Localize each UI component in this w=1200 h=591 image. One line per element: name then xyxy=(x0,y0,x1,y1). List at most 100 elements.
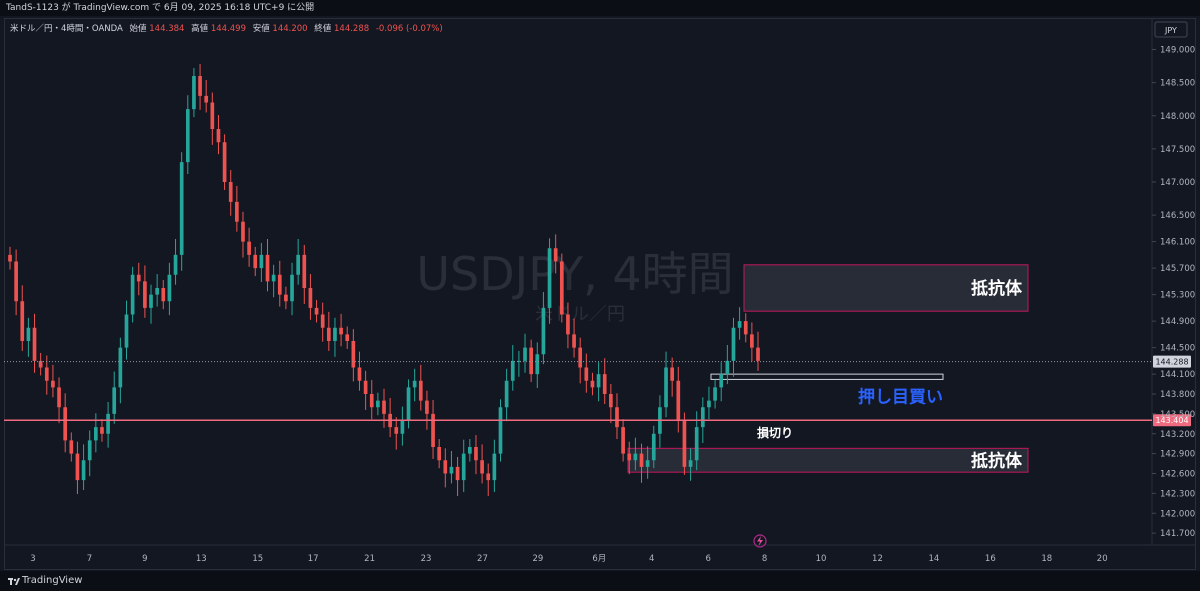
candle-body xyxy=(192,76,196,110)
time-tick-label: 14 xyxy=(928,554,939,564)
entry-zone-label: 押し目買い xyxy=(858,386,943,407)
candle-body xyxy=(265,254,270,282)
time-tick-label: 13 xyxy=(196,554,207,564)
legend-high-label: 高値 xyxy=(191,23,209,34)
chart-frame[interactable] xyxy=(4,18,1196,570)
candle-body xyxy=(32,327,37,361)
tradingview-brand: TradingView xyxy=(22,575,83,586)
candle-body xyxy=(369,394,374,408)
time-tick-label: 17 xyxy=(308,554,319,564)
candle-body xyxy=(326,327,331,341)
candle-body xyxy=(731,327,736,361)
time-tick-label: 29 xyxy=(532,554,543,564)
candle-body xyxy=(547,248,552,308)
candle-body xyxy=(143,281,147,308)
price-tick-label: 149.000 xyxy=(1160,46,1195,56)
time-tick-label: 4 xyxy=(649,554,654,564)
candle-body xyxy=(69,440,74,454)
candle-body xyxy=(106,413,110,434)
price-tick-label: 148.000 xyxy=(1160,112,1195,122)
resistance-zone-upper[interactable] xyxy=(743,264,1029,312)
currency-badge-label: JPY xyxy=(1164,26,1177,35)
candle-body xyxy=(308,288,313,308)
time-axis[interactable]: 3 7 9 13 15 17 21 23 27 29 6月 4 6 8 10 12 14 16 18 20 xyxy=(30,554,1107,564)
entry-zone[interactable] xyxy=(710,373,944,380)
candle-body xyxy=(443,460,448,474)
candle-body xyxy=(339,327,343,335)
candle-body xyxy=(351,341,356,368)
last-price-badge-label: 144.288 xyxy=(1155,358,1188,367)
candle-body xyxy=(345,334,350,341)
candle-body xyxy=(57,387,61,408)
price-tick-label: 146.100 xyxy=(1160,238,1195,248)
time-tick-label: 21 xyxy=(364,554,375,564)
candle-body xyxy=(235,201,239,222)
candle-body xyxy=(498,407,503,454)
candle-body xyxy=(314,307,319,315)
candle-body xyxy=(155,288,159,295)
stop-loss-label: 損切り xyxy=(757,425,793,440)
candle-body xyxy=(559,261,564,315)
candle-body xyxy=(87,440,92,461)
candle-body xyxy=(357,367,362,381)
time-tick-label: 7 xyxy=(87,554,92,564)
candle-body xyxy=(615,407,619,428)
candle-body xyxy=(406,387,411,421)
candle-body xyxy=(112,387,117,414)
candle-body xyxy=(253,254,258,269)
price-tick-label: 142.900 xyxy=(1160,450,1195,460)
publisher-line: TandS-1123 が TradingView.com で 6月 09, 20… xyxy=(6,3,315,13)
price-axis[interactable]: 149.000 148.500 148.000 147.500 147.000 146.5… xyxy=(1152,46,1195,540)
candle-body xyxy=(719,374,724,388)
time-tick-label: 12 xyxy=(872,554,883,564)
candle-body xyxy=(707,400,711,408)
candle-body xyxy=(173,254,178,275)
candle-body xyxy=(517,360,521,362)
candle-body xyxy=(572,334,576,348)
candle-body xyxy=(750,334,754,348)
candle-body xyxy=(609,394,613,408)
candle-body xyxy=(566,314,570,335)
resistance-zone-lower[interactable] xyxy=(627,447,1029,473)
candle-body xyxy=(394,427,399,434)
price-levels: 144.288 143.404 損切り xyxy=(4,355,1191,440)
event-lightning-icon[interactable] xyxy=(753,534,767,548)
candle-body xyxy=(486,473,491,481)
candle-body xyxy=(259,254,264,269)
price-tick-label: 142.300 xyxy=(1160,489,1195,499)
price-tick-label: 143.800 xyxy=(1160,390,1195,400)
currency-badge[interactable]: JPY xyxy=(1154,21,1188,38)
time-tick-label: 20 xyxy=(1097,554,1108,564)
candle-body xyxy=(130,274,135,315)
candle-body xyxy=(645,460,650,467)
candle-body xyxy=(198,76,202,96)
candle-body xyxy=(474,447,478,461)
candle-body xyxy=(271,274,276,282)
price-tick-label: 147.000 xyxy=(1160,178,1195,188)
candle-body xyxy=(633,453,638,461)
stop-loss-badge[interactable] xyxy=(1153,414,1191,427)
candle-body xyxy=(333,327,337,341)
candle-body xyxy=(523,347,527,361)
candle-body xyxy=(81,460,86,481)
candle-body xyxy=(492,453,497,481)
candle-body xyxy=(480,460,484,474)
candle-body xyxy=(376,400,380,408)
candle-body xyxy=(149,294,153,308)
candle-body xyxy=(621,427,625,454)
last-price-badge[interactable] xyxy=(1153,355,1191,368)
candle-body xyxy=(93,427,98,441)
candle-body xyxy=(676,380,681,421)
candle-body xyxy=(179,162,184,255)
svg-text:米ドル／円・4時間・OANDA 始値: 米ドル／円・4時間・OANDA 始値 144.384 高値 144.499 安値… xyxy=(10,23,443,34)
legend-low-label: 安値 xyxy=(253,23,271,34)
candle-body xyxy=(467,447,472,454)
candle-body xyxy=(504,380,509,408)
price-tick-label: 142.600 xyxy=(1160,470,1195,480)
resistance-zone-lower-label: 抵抗体 xyxy=(971,450,1023,471)
tradingview-logo-icon xyxy=(8,578,20,585)
legend-low: 144.200 xyxy=(272,24,307,34)
time-tick-label: 8 xyxy=(762,554,767,564)
